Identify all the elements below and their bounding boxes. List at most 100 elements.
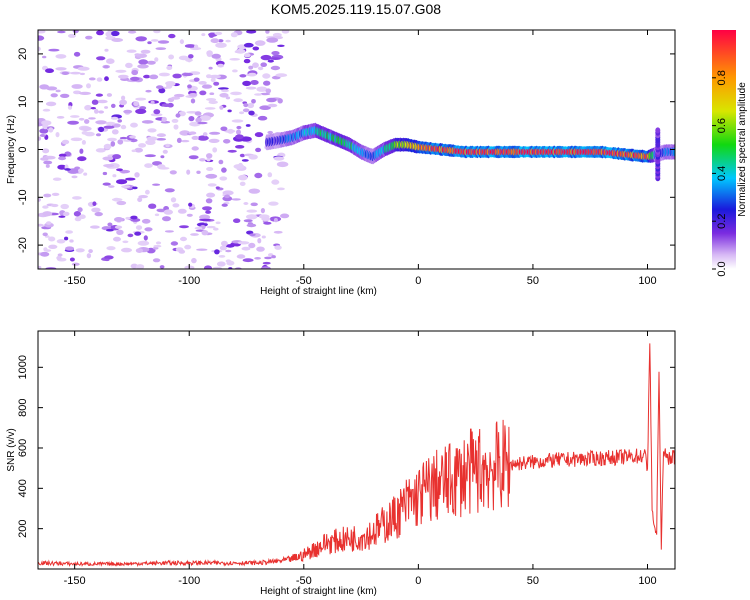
x-tick-label: -50 — [296, 575, 312, 587]
noise-blob — [231, 198, 241, 201]
noise-blob — [111, 38, 124, 42]
noise-blob — [213, 227, 219, 231]
noise-blob — [205, 210, 212, 214]
noise-blob — [91, 207, 101, 213]
noise-blob — [85, 35, 93, 40]
noise-blob — [68, 33, 76, 38]
noise-blob — [130, 122, 138, 128]
noise-blob — [249, 233, 256, 237]
noise-blob — [44, 249, 52, 252]
noise-blob — [122, 240, 129, 244]
noise-blob — [102, 171, 108, 176]
noise-blob — [190, 98, 196, 104]
noise-blob — [180, 236, 187, 242]
noise-blob — [265, 30, 270, 34]
noise-blob — [248, 65, 254, 70]
noise-blob — [45, 101, 57, 107]
noise-blob — [108, 185, 115, 188]
noise-blob — [152, 246, 159, 250]
noise-blob — [104, 255, 114, 260]
noise-blob — [178, 111, 186, 117]
noise-blob — [152, 183, 161, 186]
noise-blob — [208, 100, 218, 105]
noise-blob — [40, 251, 50, 257]
noise-blob — [219, 105, 224, 110]
noise-blob — [225, 244, 235, 248]
noise-blob — [206, 192, 216, 198]
colorbar: 0.0 0.2 0.4 0.6 0.8 Normalized spectral ampli… — [712, 30, 748, 277]
noise-blob — [242, 80, 252, 87]
noise-blob — [260, 208, 265, 214]
noise-blob — [79, 72, 85, 76]
x-axis-label: Height of straight line (km) — [260, 586, 377, 597]
noise-blob — [55, 67, 67, 71]
noise-blob — [144, 163, 153, 169]
noise-blob — [276, 161, 289, 168]
noise-blob — [271, 51, 280, 56]
noise-blob — [256, 246, 265, 252]
snr-axes: -150 -100 -50 0 50 100 200 400 600 800 1000 Height … — [6, 330, 676, 597]
noise-blob — [160, 155, 165, 159]
noise-blob — [41, 120, 52, 126]
noise-blob — [221, 203, 228, 207]
noise-blob — [88, 117, 96, 120]
noise-blob — [162, 149, 168, 154]
noise-blob — [214, 31, 223, 36]
noise-blob — [156, 208, 163, 212]
noise-blob — [195, 117, 202, 123]
noise-blob — [125, 216, 131, 220]
noise-blob — [243, 202, 249, 205]
noise-blob — [176, 137, 182, 143]
noise-blob — [178, 249, 186, 254]
noise-blob — [50, 203, 59, 208]
noise-blob — [224, 129, 236, 133]
noise-blob — [95, 93, 103, 97]
noise-blob — [79, 148, 84, 154]
noise-blob — [243, 219, 253, 223]
noise-blob — [60, 203, 69, 210]
noise-blob — [102, 182, 111, 186]
noise-blob — [280, 213, 290, 219]
noise-blob — [113, 236, 121, 242]
noise-blob — [204, 107, 216, 110]
noise-blob — [263, 221, 272, 225]
noise-blob — [247, 102, 255, 109]
noise-blob — [168, 54, 175, 60]
noise-blob — [141, 120, 154, 124]
noise-blob — [61, 139, 70, 145]
noise-blob — [95, 148, 106, 153]
noise-blob — [233, 98, 243, 103]
noise-blob — [245, 124, 251, 127]
noise-blob — [188, 131, 197, 135]
noise-blob — [38, 136, 42, 141]
noise-blob — [140, 49, 151, 54]
noise-blob — [218, 159, 224, 165]
y-tick-label: 0 — [17, 146, 29, 152]
noise-blob — [225, 96, 231, 100]
noise-blob — [96, 77, 103, 82]
noise-blob — [111, 129, 119, 135]
noise-blob — [236, 129, 241, 135]
noise-blob — [117, 139, 124, 145]
noise-blob — [259, 105, 271, 110]
noise-blob — [96, 30, 104, 36]
noise-blob — [45, 221, 52, 225]
colorbar-tick-label: 0.8 — [716, 70, 728, 85]
noise-blob — [80, 126, 92, 132]
noise-blob — [201, 84, 213, 89]
x-tick-label: -150 — [64, 575, 86, 587]
noise-blob — [204, 265, 212, 269]
noise-blob — [225, 39, 231, 43]
noise-blob — [226, 260, 235, 266]
noise-blob — [94, 109, 99, 114]
noise-blob — [65, 230, 73, 234]
noise-blob — [264, 256, 272, 260]
noise-blob — [48, 236, 56, 242]
noise-blob — [131, 69, 139, 76]
noise-blob — [69, 239, 74, 243]
noise-blob — [218, 87, 229, 90]
noise-blob — [172, 73, 182, 79]
noise-blob — [215, 221, 221, 225]
noise-blob — [135, 264, 145, 269]
noise-blob — [143, 74, 151, 79]
